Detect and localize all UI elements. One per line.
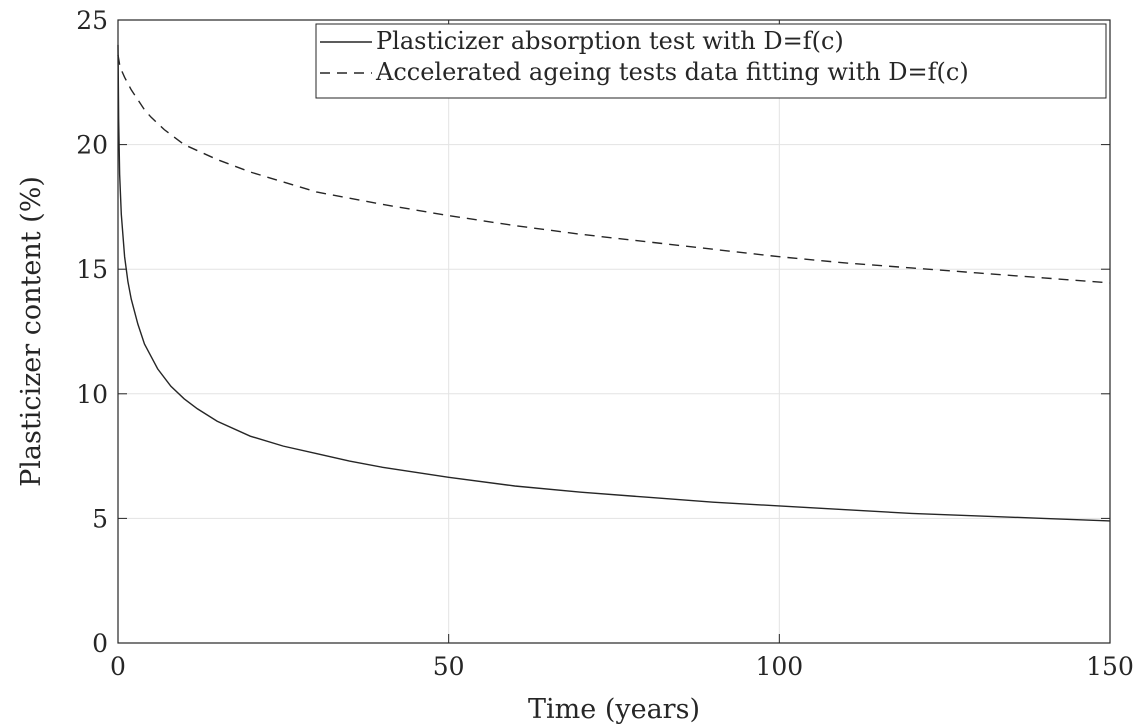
y-tick-label: 15 <box>76 255 108 284</box>
y-tick-label: 10 <box>76 380 108 409</box>
plot-frame <box>117 19 1111 644</box>
series-layer <box>117 44 1111 522</box>
legend: Plasticizer absorption test with D=f(c) … <box>315 23 1107 99</box>
x-tick-label: 100 <box>755 652 803 681</box>
y-tick-label: 25 <box>76 6 108 35</box>
x-tick-label: 50 <box>433 652 465 681</box>
series-line-1 <box>117 54 1111 284</box>
grid <box>118 20 1110 643</box>
legend-box <box>315 23 1107 99</box>
legend-entry-accelerated-ageing: Accelerated ageing tests data fitting wi… <box>375 58 969 86</box>
y-tick-label: 20 <box>76 131 108 160</box>
legend-entry-absorption-test: Plasticizer absorption test with D=f(c) <box>376 27 844 55</box>
y-tick-label: 0 <box>92 629 108 658</box>
y-tick-label: 5 <box>92 504 108 533</box>
y-axis-label: Plasticizer content (%) <box>16 176 47 487</box>
x-tick-label: 0 <box>110 652 126 681</box>
series-line-0 <box>117 44 1111 522</box>
x-tick-label: 150 <box>1086 652 1134 681</box>
ticks <box>117 19 1111 644</box>
x-axis-label: Time (years) <box>528 694 700 725</box>
tick-labels: 0 50 100 150 0 5 10 15 20 25 <box>76 6 1134 681</box>
